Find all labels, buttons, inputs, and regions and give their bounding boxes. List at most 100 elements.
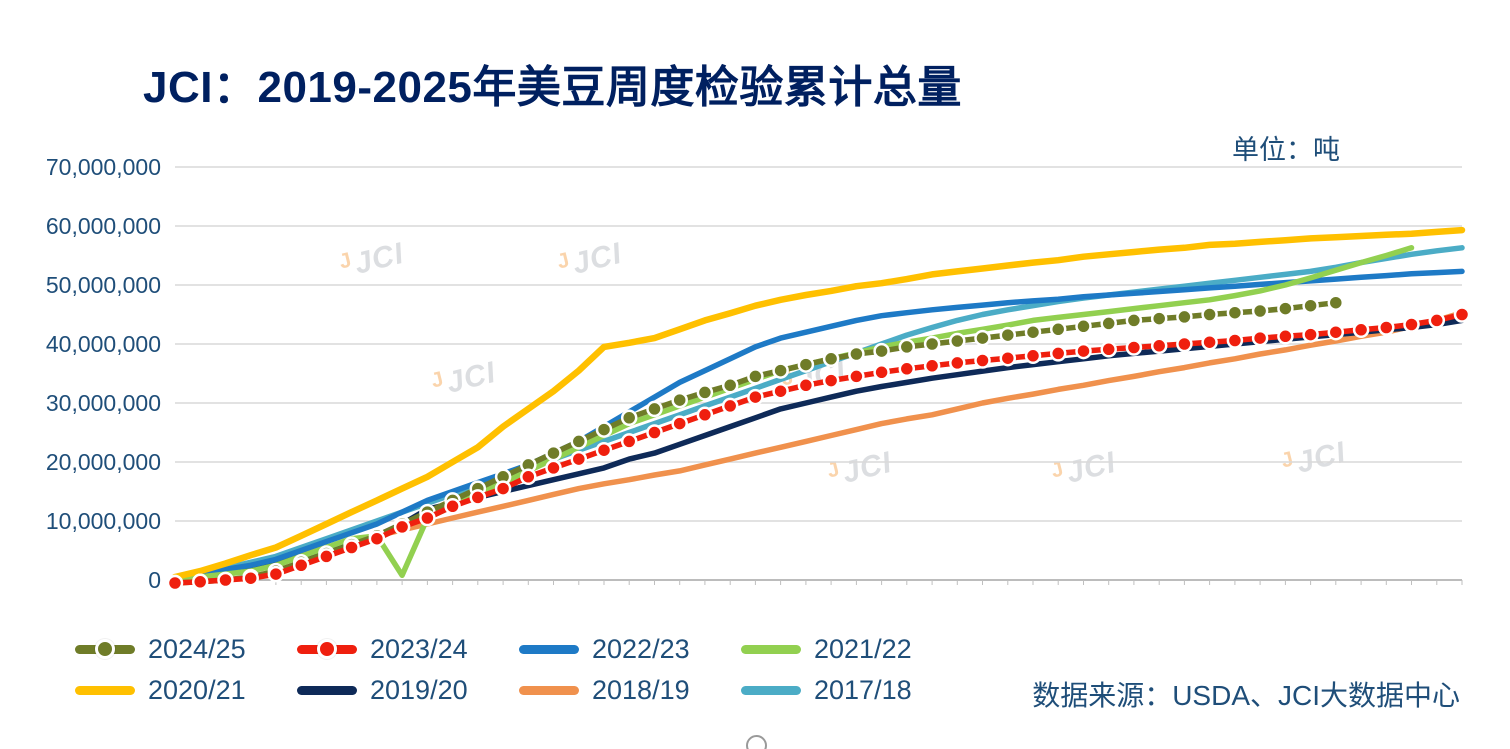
- legend-swatch: [75, 639, 135, 659]
- series-marker-2024-25: [1125, 312, 1143, 329]
- series-marker-2024-25: [1049, 321, 1067, 338]
- series-marker-2023-24: [1403, 316, 1420, 333]
- series-marker-2024-25: [999, 326, 1017, 344]
- series-marker-2023-24: [974, 352, 991, 369]
- legend-label: 2022/23: [592, 633, 690, 664]
- series-marker-2024-25: [1226, 304, 1244, 321]
- series-marker-2023-24: [1049, 345, 1067, 362]
- series-marker-2023-24: [923, 357, 941, 375]
- legend-label: 2018/19: [592, 674, 690, 705]
- series-marker-2024-25: [1150, 310, 1168, 327]
- series-line-2022-23: [172, 268, 1465, 580]
- series-marker-2024-25: [848, 345, 865, 363]
- legend-item-2022-23: 2022/23: [519, 633, 741, 664]
- series-marker-2024-25: [1277, 300, 1294, 317]
- series-marker-2023-24: [1226, 332, 1244, 349]
- series-marker-2024-25: [671, 391, 688, 409]
- unit-label: 单位：吨: [1232, 135, 1340, 165]
- series-line-2023-24: [172, 311, 1465, 586]
- series-marker-2024-25: [1176, 308, 1193, 326]
- series-marker-2024-25: [772, 362, 789, 379]
- series-marker-2023-24: [1075, 342, 1092, 360]
- series-marker-2024-25: [696, 384, 714, 401]
- series-marker-2024-25: [1201, 306, 1218, 323]
- series-marker-2023-24: [545, 459, 562, 477]
- series-marker-2024-25: [898, 338, 916, 356]
- series-marker-2023-24: [873, 364, 890, 381]
- series-marker-2024-25: [1024, 323, 1042, 341]
- legend-swatch: [519, 685, 579, 695]
- series-marker-2023-24: [797, 377, 815, 394]
- series-marker-2024-25: [721, 377, 739, 394]
- series-marker-2023-24: [999, 349, 1017, 367]
- series-marker-2023-24: [1024, 347, 1042, 365]
- legend-item-2020-21: 2020/21: [75, 674, 297, 705]
- legend-swatch: [75, 685, 135, 695]
- series-marker-2024-25: [974, 329, 991, 347]
- series-marker-2023-24: [368, 530, 386, 547]
- series-marker-2023-24: [217, 571, 234, 589]
- legend-item-2024-25: 2024/25: [75, 633, 297, 664]
- series-marker-2023-24: [570, 450, 588, 468]
- series-marker-2023-24: [166, 574, 184, 592]
- legend-item-2018-19: 2018/19: [519, 674, 741, 705]
- series-marker-2023-24: [1302, 326, 1319, 343]
- series-marker-2023-24: [1176, 335, 1193, 353]
- series-marker-2024-25: [570, 433, 588, 450]
- series-marker-2024-25: [923, 335, 941, 353]
- legend-label: 2021/22: [814, 633, 912, 664]
- series-marker-2023-24: [646, 424, 663, 441]
- series-marker-2023-24: [1277, 328, 1294, 345]
- series-marker-2023-24: [444, 498, 461, 515]
- series-marker-2024-25: [646, 400, 663, 418]
- series-marker-2024-25: [797, 356, 815, 373]
- series-marker-2023-24: [292, 557, 310, 574]
- series-marker-2023-24: [671, 415, 688, 432]
- series-marker-2024-25: [1302, 297, 1319, 314]
- legend-swatch: [741, 644, 801, 654]
- series-marker-2024-25: [1100, 315, 1117, 332]
- legend-label: 2023/24: [370, 633, 468, 664]
- series-marker-2023-24: [822, 372, 840, 389]
- y-tick-label: 30,000,000: [46, 390, 161, 416]
- series-marker-2023-24: [318, 548, 335, 565]
- series-marker-2023-24: [696, 406, 714, 424]
- series-marker-2024-25: [545, 444, 562, 462]
- y-tick-label: 0: [148, 567, 161, 593]
- series-marker-2024-25: [620, 409, 638, 427]
- series-marker-2023-24: [949, 354, 966, 372]
- y-tick-label: 60,000,000: [46, 213, 161, 239]
- legend-swatch: [519, 644, 579, 654]
- legend-label: 2020/21: [148, 674, 246, 705]
- series-marker-2023-24: [419, 509, 436, 527]
- series-marker-2023-24: [595, 441, 613, 459]
- series-marker-2023-24: [469, 489, 487, 506]
- y-tick-label: 20,000,000: [46, 449, 161, 475]
- series-marker-2024-25: [1075, 318, 1092, 335]
- series-marker-2023-24: [1125, 339, 1143, 356]
- legend-label: 2017/18: [814, 674, 912, 705]
- series-marker-2023-24: [520, 468, 537, 486]
- series-marker-2023-24: [620, 433, 638, 450]
- legend-item-2021-22: 2021/22: [741, 633, 963, 664]
- series-marker-2024-25: [822, 350, 840, 368]
- y-tick-label: 10,000,000: [46, 508, 161, 534]
- series-marker-2024-25: [949, 332, 966, 350]
- y-tick-label: 40,000,000: [46, 331, 161, 357]
- series-marker-2023-24: [1352, 321, 1370, 339]
- chart-title: JCI：2019-2025年美豆周度检验累计总量: [143, 63, 962, 113]
- series-marker-2023-24: [1327, 323, 1345, 341]
- series-marker-2023-24: [747, 388, 764, 406]
- series-marker-2023-24: [1100, 341, 1117, 358]
- series-marker-2024-25: [595, 421, 613, 438]
- series-marker-2023-24: [898, 360, 916, 378]
- series-marker-2023-24: [242, 569, 259, 587]
- chart-legend: 2024/25 2023/24 2022/23 2021/22 2020/21 2019/…: [75, 633, 963, 705]
- legend-label: 2024/25: [148, 633, 246, 664]
- source-label: 数据来源：USDA、JCI大数据中心: [1032, 680, 1460, 711]
- y-tick-label: 50,000,000: [46, 272, 161, 298]
- legend-swatch: [297, 685, 357, 695]
- legend-item-2019-20: 2019/20: [297, 675, 519, 705]
